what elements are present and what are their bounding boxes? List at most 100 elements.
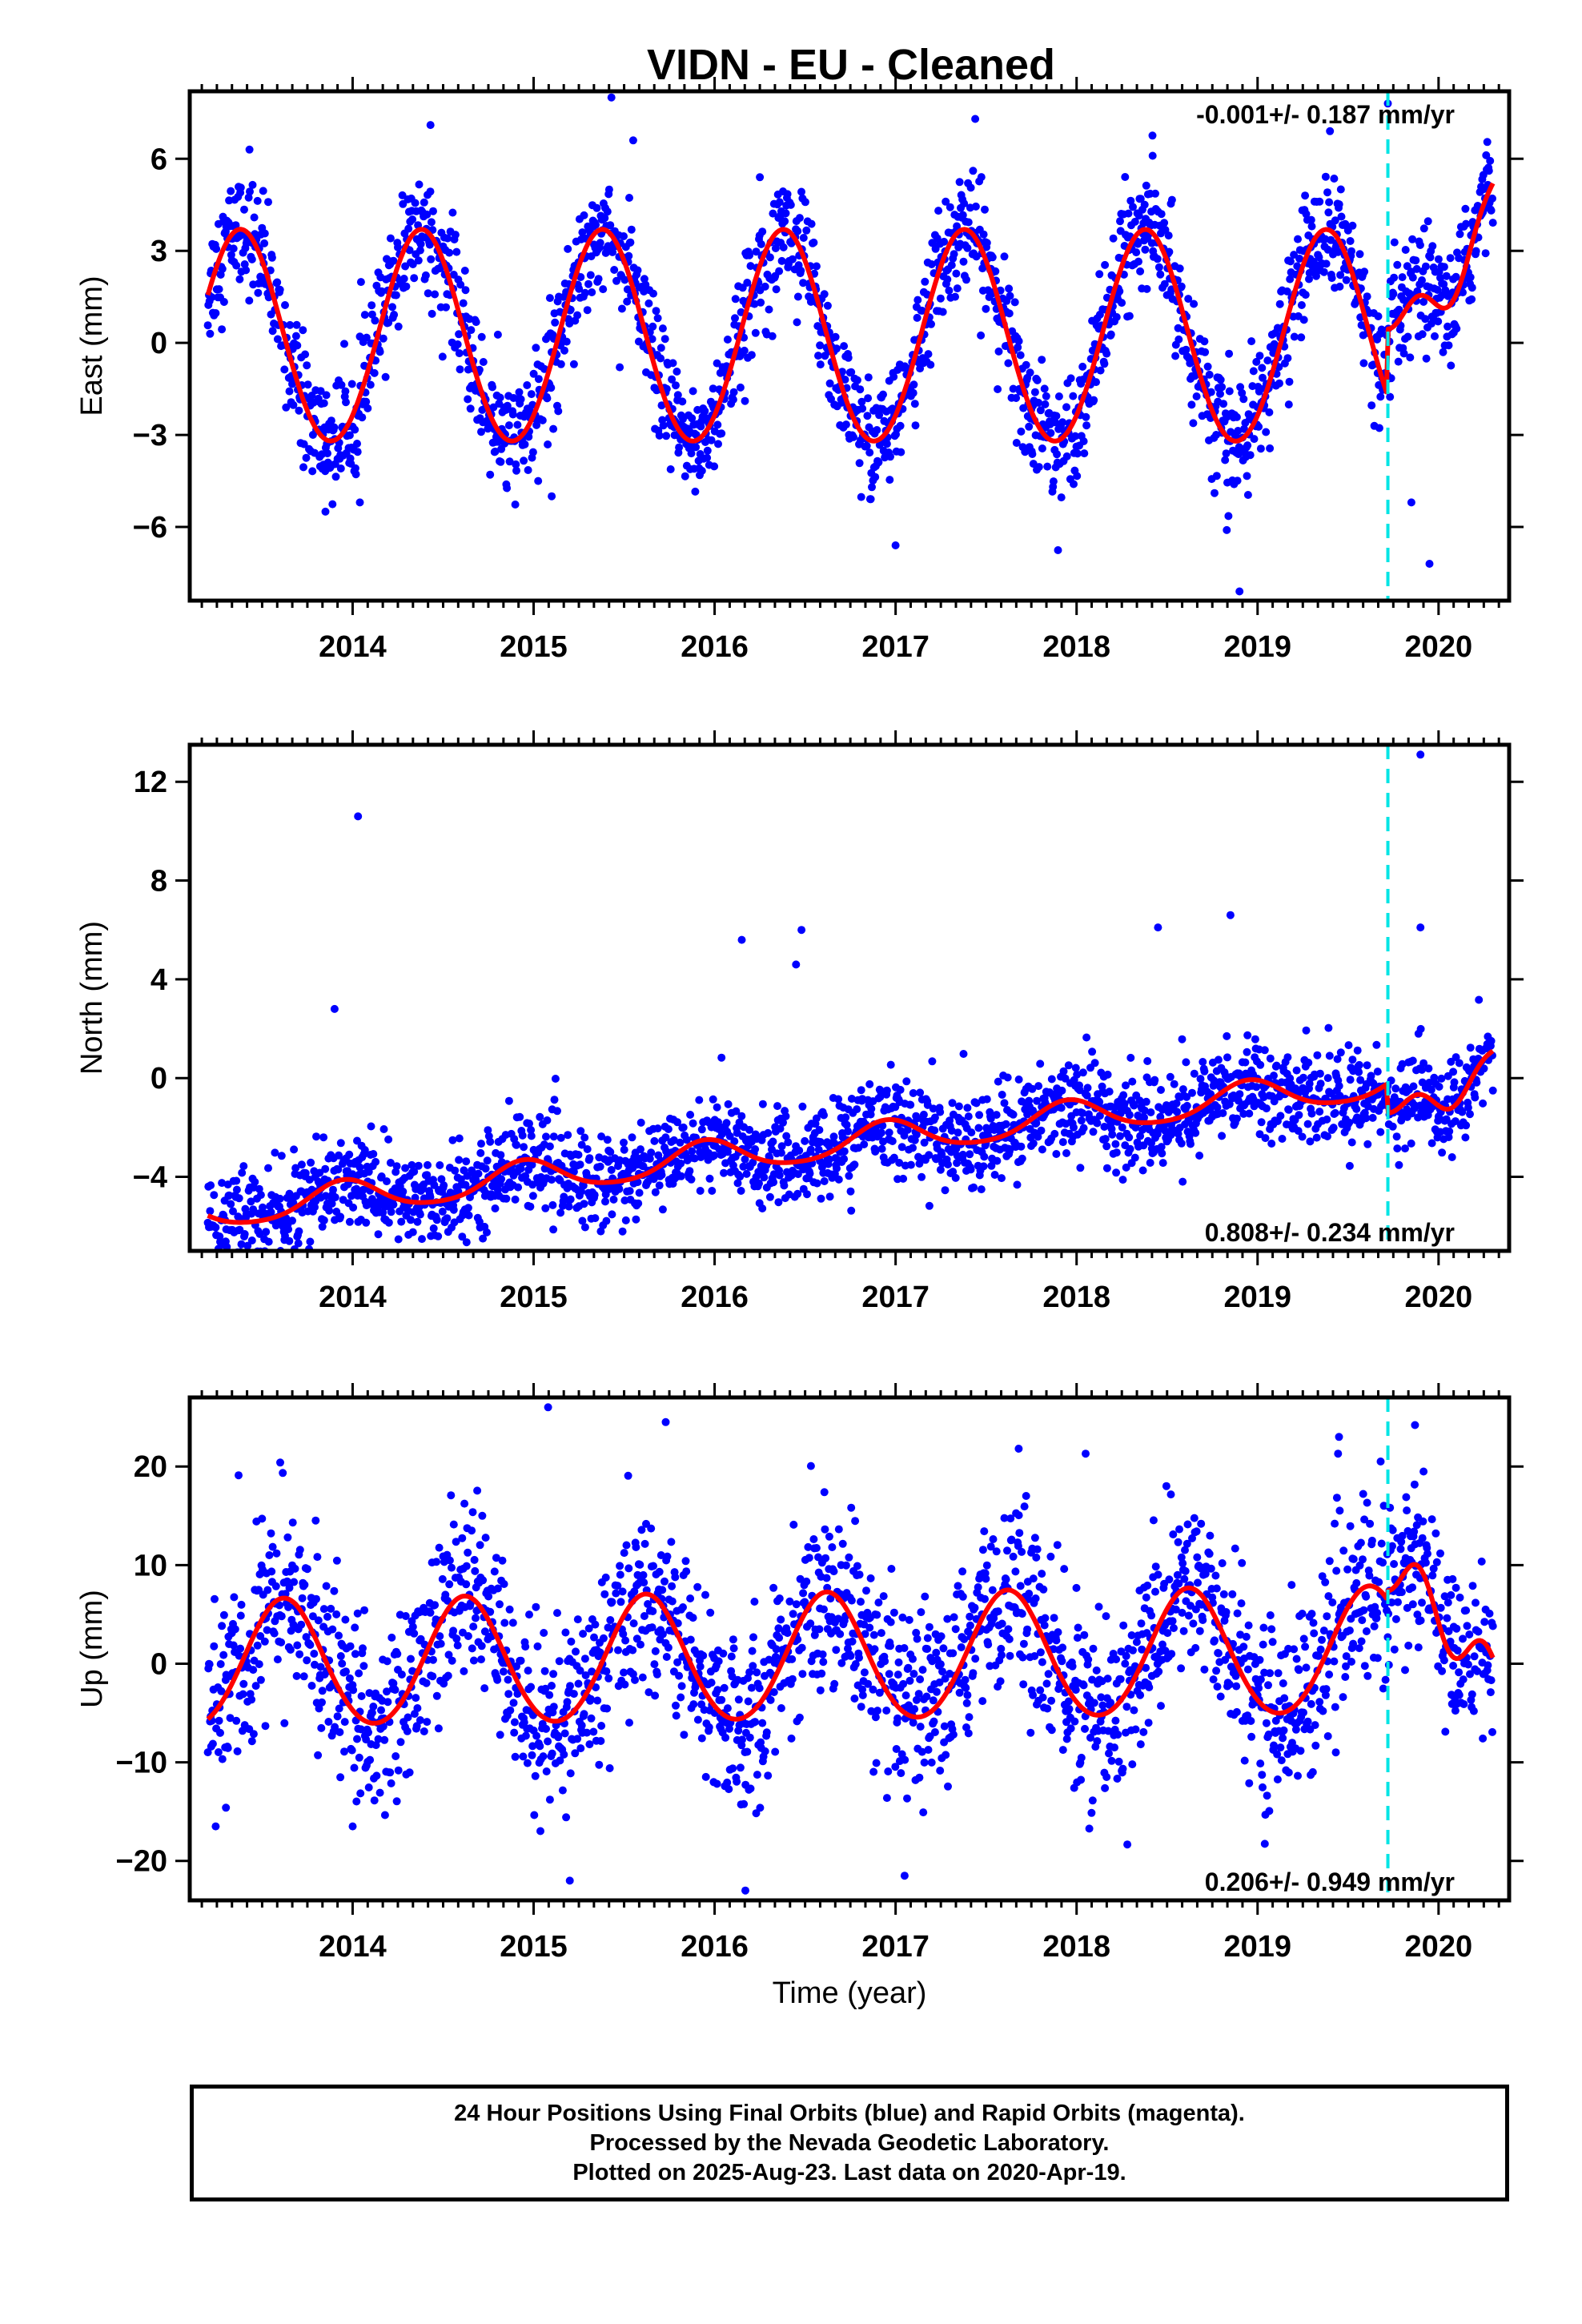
data-point	[731, 314, 739, 323]
data-point	[245, 296, 254, 305]
data-point	[863, 412, 872, 420]
data-point	[896, 1085, 905, 1094]
data-point	[240, 205, 248, 214]
data-point	[1188, 1088, 1196, 1097]
data-point	[773, 1102, 781, 1111]
data-point	[896, 421, 905, 430]
data-point	[634, 1199, 643, 1208]
data-point	[1312, 271, 1320, 280]
data-point	[328, 500, 337, 509]
data-point	[362, 333, 371, 342]
data-point	[707, 436, 716, 444]
data-point	[1143, 1057, 1152, 1065]
data-point	[232, 1176, 241, 1185]
data-point	[953, 1159, 962, 1168]
data-point	[516, 1112, 524, 1121]
data-point	[661, 335, 669, 344]
x-tick-label: 2014	[319, 1281, 387, 1314]
data-point	[477, 332, 486, 341]
data-point	[290, 1145, 299, 1154]
data-point	[701, 407, 709, 416]
data-point	[551, 1075, 560, 1083]
data-point	[549, 424, 558, 433]
data-point	[909, 388, 917, 397]
data-point	[578, 1216, 587, 1225]
data-point	[1061, 1074, 1070, 1083]
data-point	[610, 266, 619, 274]
data-point	[578, 228, 587, 237]
data-point	[268, 327, 277, 336]
outlier-point	[1226, 911, 1235, 919]
data-point	[1102, 349, 1111, 358]
data-point	[758, 1204, 767, 1212]
data-point	[314, 1616, 323, 1625]
chart-title: VIDN - EU - Cleaned	[647, 41, 1055, 89]
data-point	[689, 387, 697, 396]
data-point	[688, 1147, 697, 1156]
data-point	[868, 483, 876, 492]
data-point	[374, 1230, 383, 1239]
data-point	[534, 476, 543, 485]
data-point	[576, 1160, 584, 1169]
data-point	[1138, 1166, 1147, 1175]
data-point	[1004, 359, 1013, 368]
data-point	[1006, 292, 1014, 300]
data-point	[553, 1107, 561, 1116]
data-point	[264, 1237, 273, 1246]
data-point	[386, 234, 395, 243]
data-point	[1073, 1070, 1082, 1079]
data-point	[801, 1136, 809, 1145]
data-point	[319, 399, 328, 408]
data-point	[775, 267, 784, 275]
data-point	[1207, 388, 1215, 396]
data-point	[816, 360, 825, 369]
data-point	[340, 1747, 348, 1756]
data-point	[1395, 1160, 1403, 1169]
data-point	[1468, 283, 1476, 292]
data-point	[659, 421, 668, 430]
data-point	[1283, 1053, 1292, 1062]
data-point	[895, 1159, 904, 1167]
y-tick-label: 6	[151, 143, 167, 176]
data-point	[662, 384, 671, 393]
data-point	[1255, 352, 1264, 360]
data-point	[1479, 1099, 1488, 1108]
data-point	[1472, 247, 1480, 255]
data-point	[380, 1811, 389, 1819]
data-point	[590, 1191, 599, 1200]
data-point	[1077, 1116, 1086, 1125]
data-point	[1245, 1109, 1254, 1118]
data-point	[556, 1208, 565, 1217]
data-point	[814, 1145, 823, 1154]
data-point	[229, 1641, 238, 1650]
data-point	[834, 1175, 843, 1184]
data-point	[926, 360, 935, 369]
data-point	[273, 278, 282, 287]
data-point	[267, 1529, 275, 1538]
data-point	[1267, 1140, 1276, 1148]
data-point	[1406, 353, 1415, 362]
data-point	[357, 1692, 366, 1700]
data-point	[1177, 1139, 1186, 1148]
data-point	[1486, 156, 1495, 165]
data-point	[386, 1768, 395, 1777]
data-point	[980, 1152, 989, 1161]
data-point	[1222, 449, 1231, 458]
data-point	[399, 199, 408, 208]
data-point	[464, 1204, 472, 1212]
data-point	[260, 1637, 269, 1646]
data-point	[958, 1150, 967, 1159]
data-point	[1323, 1115, 1331, 1124]
data-point	[1306, 1137, 1315, 1146]
data-point	[302, 1633, 311, 1642]
data-point	[972, 1099, 981, 1108]
data-point	[413, 1704, 422, 1712]
data-point	[1257, 1118, 1266, 1127]
data-point	[687, 449, 696, 458]
data-point	[703, 446, 712, 455]
data-point	[678, 397, 687, 406]
data-point	[227, 187, 235, 195]
data-point	[1483, 138, 1492, 147]
data-point	[608, 1210, 616, 1219]
data-point	[594, 275, 603, 283]
